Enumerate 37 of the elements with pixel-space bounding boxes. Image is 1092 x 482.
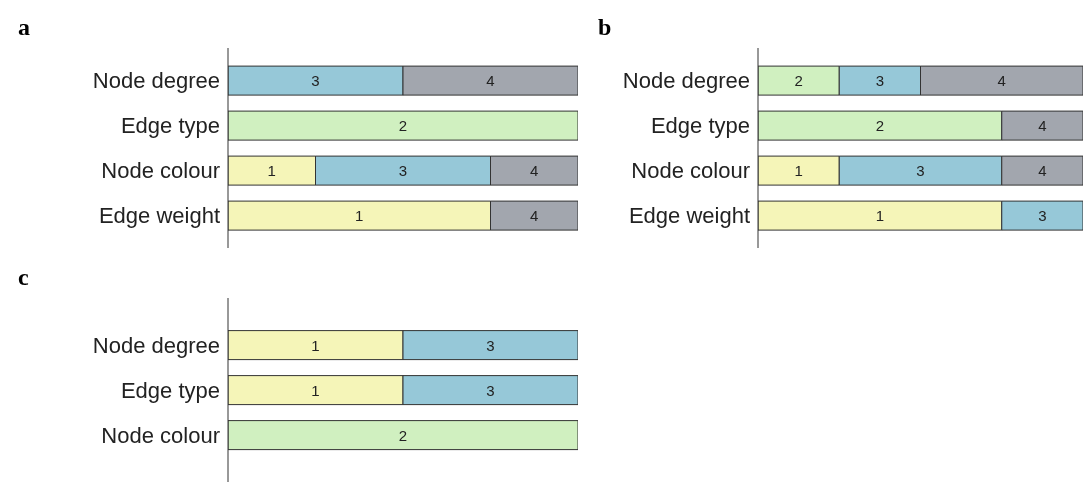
text: 1 [875, 207, 885, 225]
text: 4 [530, 207, 539, 225]
series-label: 3 [311, 72, 320, 90]
y-tick-label: Node colour [101, 422, 220, 448]
y-tick-label: Edge type [120, 377, 220, 403]
y-tick-label: Node degree [92, 332, 220, 358]
text: 4 [530, 162, 539, 180]
y-tick-label: Node degree [622, 68, 750, 94]
text: 1 [311, 381, 320, 399]
text: c [18, 264, 29, 291]
series-label: 3 [486, 336, 495, 354]
y-tick-label: Edge type [650, 113, 750, 139]
y-tick-label: Edge type [120, 113, 220, 139]
series-label: 2 [794, 72, 803, 90]
series-label: 4 [997, 72, 1006, 90]
y-tick-label: Edge weight [98, 203, 220, 229]
series-label: 2 [398, 117, 408, 135]
text: 2 [875, 117, 885, 135]
text: 1 [355, 207, 364, 225]
y-tick-label: Node degree [92, 68, 220, 94]
text: 4 [1038, 117, 1047, 135]
series-label: 2 [398, 426, 408, 444]
series-label: 3 [875, 72, 885, 90]
series-label: 4 [486, 72, 495, 90]
y-tick-label: Node colour [101, 158, 220, 184]
text: a [18, 14, 30, 41]
text: 3 [916, 162, 925, 180]
text: 3 [1038, 207, 1047, 225]
y-tick-label: Edge weight [628, 203, 750, 229]
series-label: 1 [794, 162, 803, 180]
series-label: 1 [311, 336, 320, 354]
text: 3 [486, 381, 495, 399]
y-tick-label: Node colour [631, 158, 750, 184]
chart-title: b [598, 14, 612, 41]
text: 4 [1038, 162, 1047, 180]
text: 3 [398, 162, 408, 180]
series-label: 1 [267, 162, 276, 180]
